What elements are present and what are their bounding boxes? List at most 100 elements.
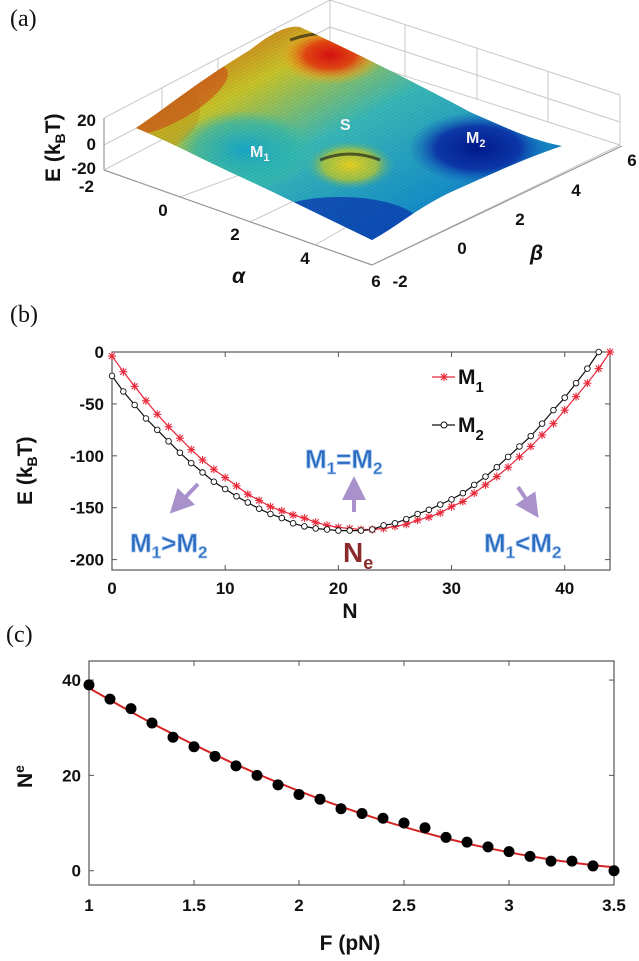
point-m2 xyxy=(142,415,150,422)
label-saddle: S xyxy=(340,117,351,134)
energy-vs-n-chart: 0 10 20 30 40 0 -50 -100 -150 -200 N E (kBT) M1 M… xyxy=(14,343,614,620)
x-tick-label: 20 xyxy=(329,579,348,598)
legend-marker-m2 xyxy=(440,421,448,429)
annotation-m1-lt-m2: M1<M2 xyxy=(484,485,562,562)
x-tick-label: 40 xyxy=(555,579,574,598)
plot-frame xyxy=(111,351,611,571)
x-tick-label: 3.5 xyxy=(602,896,626,915)
point-m2 xyxy=(267,510,274,518)
panel-label-c: (c) xyxy=(6,622,33,648)
point-m2 xyxy=(572,379,580,387)
energy-axis-title: E (kBT) xyxy=(42,114,68,182)
point-m1 xyxy=(436,508,445,517)
annotation-m1-gt-m2: M1>M2 xyxy=(130,482,208,562)
svg-text:M2: M2 xyxy=(458,414,484,444)
point-m1 xyxy=(481,480,490,489)
point-m1 xyxy=(119,367,128,376)
point-m2 xyxy=(584,365,591,372)
data-point xyxy=(230,760,242,772)
series-markers xyxy=(108,348,614,534)
data-point xyxy=(482,841,494,853)
point-m2 xyxy=(470,481,478,489)
beta-tick-minus2: -2 xyxy=(392,272,407,291)
point-m1 xyxy=(583,379,592,388)
point-m1 xyxy=(277,506,286,515)
point-m1 xyxy=(413,516,422,525)
point-m1 xyxy=(504,463,513,472)
arrow-down-right xyxy=(515,485,539,518)
data-point xyxy=(587,860,599,872)
x-tick-label: 2.5 xyxy=(392,896,416,915)
point-m1 xyxy=(153,410,162,419)
x-tick-label: 0 xyxy=(107,579,116,598)
point-m2 xyxy=(210,478,218,486)
data-point xyxy=(524,850,536,862)
point-m2 xyxy=(595,348,602,356)
point-m1 xyxy=(549,419,558,428)
point-m2 xyxy=(120,388,127,395)
alpha-axis-title: α xyxy=(232,265,246,288)
panel-label-b: (b) xyxy=(10,302,38,328)
point-m2 xyxy=(550,406,557,414)
legend-item-m2: M2 xyxy=(432,414,484,444)
alpha-tick-2: 2 xyxy=(230,225,239,244)
point-m1 xyxy=(289,510,298,519)
data-point xyxy=(461,836,473,848)
point-m2 xyxy=(459,489,467,497)
point-m1 xyxy=(470,489,479,498)
annotation-ne: Ne xyxy=(343,537,373,573)
point-m1 xyxy=(141,396,150,405)
svg-text:M1=M2: M1=M2 xyxy=(305,444,382,478)
x-tick-label: 30 xyxy=(442,579,461,598)
point-m2 xyxy=(187,459,195,467)
point-m2 xyxy=(448,496,455,503)
y-tick-label: -200 xyxy=(70,551,104,570)
point-m1 xyxy=(447,502,456,511)
point-m1 xyxy=(164,422,173,431)
series-lines xyxy=(111,351,611,532)
point-m2 xyxy=(504,453,512,461)
legend-item-m1: M1 xyxy=(432,366,484,396)
point-m1 xyxy=(243,490,252,499)
y-tick-label: 0 xyxy=(95,343,104,362)
axes-3d xyxy=(103,118,623,266)
point-m1 xyxy=(187,445,196,454)
arrow-down-left xyxy=(169,482,200,514)
point-m1 xyxy=(300,514,309,523)
y-tick-label: -50 xyxy=(79,395,104,414)
axis-ticks: 1 1.5 2 2.5 3 3.5 0 20 40 xyxy=(62,661,626,915)
beta-axis-title: β xyxy=(529,242,543,265)
point-m2 xyxy=(289,520,297,527)
alpha-tick-6: 6 xyxy=(371,272,380,291)
point-m1 xyxy=(209,465,218,474)
y-tick-label: 40 xyxy=(62,671,81,690)
x-tick-label: 1 xyxy=(84,896,93,915)
data-point xyxy=(356,808,368,820)
point-m2 xyxy=(301,523,308,530)
force-axis-title: F (pN) xyxy=(320,932,381,955)
data-points xyxy=(83,679,620,877)
point-m2 xyxy=(380,522,387,529)
point-m2 xyxy=(165,438,172,445)
data-point xyxy=(272,779,284,791)
energy-surface xyxy=(136,26,562,241)
y-tick-label: -100 xyxy=(70,447,104,466)
point-m1 xyxy=(560,406,569,415)
alpha-tick-0: 0 xyxy=(158,201,167,220)
data-point xyxy=(146,717,158,729)
data-point xyxy=(83,679,95,691)
annotation-m1-eq-m2: M1=M2 xyxy=(305,444,383,512)
panel-label-a: (a) xyxy=(10,6,37,32)
point-m1 xyxy=(266,502,275,511)
beta-tick-4: 4 xyxy=(571,181,581,200)
data-point xyxy=(398,817,410,829)
svg-text:M1>M2: M1>M2 xyxy=(130,528,207,562)
data-point xyxy=(503,846,515,858)
data-point xyxy=(188,741,200,753)
point-m1 xyxy=(311,518,320,527)
data-point xyxy=(335,803,347,815)
point-m2 xyxy=(527,432,535,440)
energy-axis-title-b: E (kBT) xyxy=(14,437,40,505)
data-point xyxy=(419,822,431,834)
data-point xyxy=(125,703,137,715)
